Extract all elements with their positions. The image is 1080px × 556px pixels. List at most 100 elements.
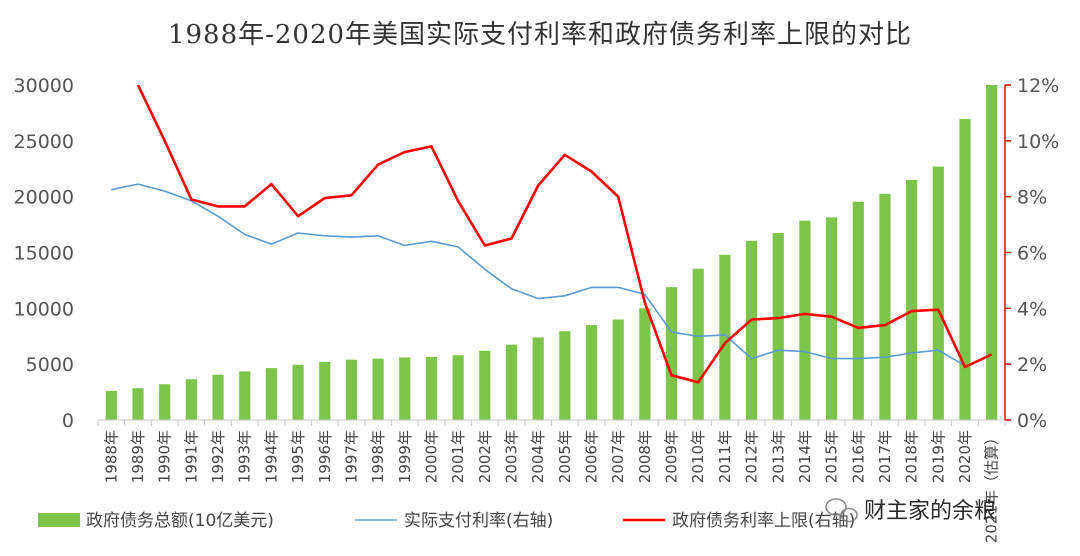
x-tick-label: 2006年 <box>583 430 601 483</box>
bar <box>932 166 944 420</box>
x-tick-label: 2021年（估算） <box>983 430 1001 543</box>
watermark: 财主家的余粮 <box>825 498 996 524</box>
bar <box>826 217 838 420</box>
x-tick-label: 2001年 <box>449 430 467 483</box>
x-tick-label: 2005年 <box>556 430 574 483</box>
x-tick-label: 2016年 <box>849 430 867 483</box>
y-right-tick-label: 4% <box>1017 298 1047 320</box>
bar <box>452 355 464 420</box>
x-tick-label: 2020年 <box>956 430 974 483</box>
legend-swatch-bar <box>38 513 80 527</box>
bar <box>879 193 891 420</box>
x-tick-label: 2018年 <box>903 430 921 483</box>
bar <box>959 119 971 420</box>
wechat-icon <box>825 498 858 523</box>
bar <box>505 344 518 420</box>
watermark-text: 财主家的余粮 <box>864 499 996 524</box>
y-left-tick-label: 10000 <box>14 298 74 320</box>
x-tick-label: 2010年 <box>689 430 707 483</box>
x-tick-label: 2004年 <box>529 430 547 483</box>
bar <box>745 240 758 420</box>
bar <box>105 390 117 420</box>
bar <box>292 364 304 420</box>
axes: 0 5000 10000 15000 20000 25000 30000 0% 2% 4% 6% 8%… <box>14 75 1060 543</box>
x-tick-label: 2017年 <box>876 430 894 483</box>
bar <box>639 308 651 420</box>
bar <box>132 388 144 420</box>
x-tick-label: 2007年 <box>609 430 627 483</box>
y-left-tick-label: 5000 <box>26 354 74 376</box>
line-series <box>111 85 993 384</box>
bar <box>239 371 251 420</box>
x-tick-label: 1989年 <box>129 430 147 483</box>
x-tick-label: 1990年 <box>156 430 174 483</box>
line-rate-cap <box>136 85 993 384</box>
x-tick-label: 1988年 <box>102 430 120 483</box>
y-left-tick-label: 30000 <box>14 75 74 97</box>
x-tick-label: 1998年 <box>369 430 387 483</box>
bar <box>399 357 411 420</box>
bar <box>692 268 704 420</box>
bar <box>345 359 358 420</box>
wechat-icon-bubble-large <box>825 498 847 516</box>
y-right-tick-label: 2% <box>1017 354 1047 376</box>
x-tick-label: 1992年 <box>209 430 227 483</box>
bar-series <box>105 85 998 420</box>
line-actual-rate <box>111 183 966 367</box>
y-right-tick-label: 12% <box>1017 75 1059 97</box>
y-left-tick-label: 0 <box>62 410 74 432</box>
bar <box>479 350 491 420</box>
x-tick-label: 2000年 <box>422 430 440 483</box>
legend: 政府债务总额(10亿美元) 实际支付利率(右轴) 政府债务利率上限(右轴) <box>38 511 855 531</box>
bar <box>319 361 331 420</box>
bar <box>585 325 598 420</box>
y-right-tick-label: 10% <box>1017 131 1059 153</box>
x-tick-label: 2002年 <box>476 430 494 483</box>
x-tick-label: 1994年 <box>262 430 280 483</box>
y-right-tick-label: 6% <box>1017 243 1047 265</box>
bar <box>372 358 384 420</box>
x-tick-label: 1993年 <box>236 430 254 483</box>
x-tick-label: 2008年 <box>636 430 654 483</box>
bar <box>212 374 224 420</box>
bar <box>665 287 678 420</box>
bar <box>559 331 571 420</box>
y-left-tick-label: 25000 <box>14 131 74 153</box>
x-tick-label: 1997年 <box>342 430 360 483</box>
y-left-tick-label: 20000 <box>14 187 74 209</box>
y-left-tick-label: 15000 <box>14 243 74 265</box>
bar <box>532 337 544 420</box>
wechat-icon-bubble-small <box>840 507 858 523</box>
bar <box>159 384 171 420</box>
chart-title: 1988年-2020年美国实际支付利率和政府债务利率上限的对比 <box>167 20 913 50</box>
x-tick-label: 1991年 <box>182 430 200 483</box>
x-tick-label: 2015年 <box>823 430 841 483</box>
x-tick-label: 1996年 <box>316 430 334 483</box>
bar <box>265 368 277 420</box>
bar <box>612 319 624 420</box>
bar <box>425 356 438 420</box>
bar <box>799 220 811 420</box>
bar <box>986 85 998 420</box>
x-tick-label: 2012年 <box>743 430 761 483</box>
x-tick-label: 2009年 <box>663 430 681 483</box>
x-tick-label: 1999年 <box>396 430 414 483</box>
bar <box>185 379 197 420</box>
y-right-tick-label: 0% <box>1017 410 1047 432</box>
legend-label-bar: 政府债务总额(10亿美元) <box>86 511 274 531</box>
x-tick-label: 2003年 <box>502 430 520 483</box>
x-tick-label: 2011年 <box>716 430 734 483</box>
y-right-tick-label: 8% <box>1017 187 1047 209</box>
x-tick-label: 2019年 <box>929 430 947 483</box>
legend-label-actual-rate: 实际支付利率(右轴) <box>404 511 553 531</box>
x-tick-label: 1995年 <box>289 430 307 483</box>
legend-label-rate-cap: 政府债务利率上限(右轴) <box>672 511 855 531</box>
bar <box>852 201 864 420</box>
x-tick-label: 2013年 <box>769 430 787 483</box>
x-tick-label: 2014年 <box>796 430 814 483</box>
bar <box>719 254 731 420</box>
bar <box>906 179 918 420</box>
bar <box>772 232 784 420</box>
